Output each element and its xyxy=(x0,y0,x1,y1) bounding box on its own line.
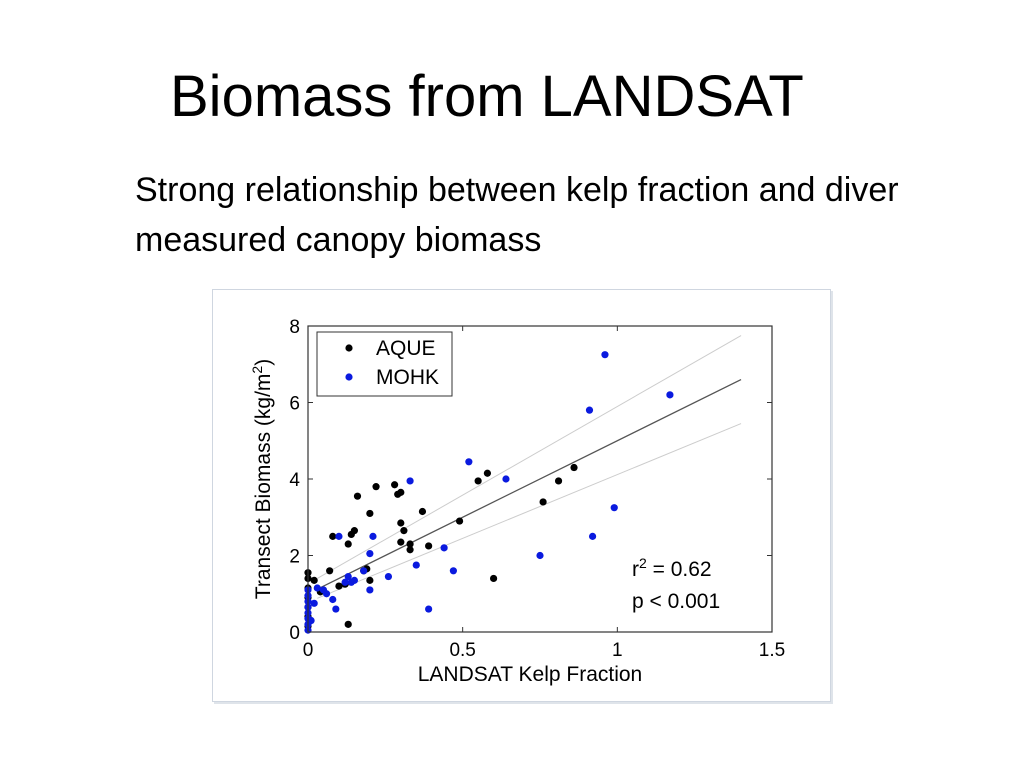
data-point-mohk xyxy=(350,576,358,584)
y-tick-label: 2 xyxy=(289,547,300,568)
data-point-aque xyxy=(397,519,405,527)
data-point-mohk xyxy=(412,561,420,569)
x-tick-label: 1 xyxy=(612,640,623,661)
x-tick-label: 0 xyxy=(303,640,314,661)
data-point-mohk xyxy=(332,605,340,613)
data-point-aque xyxy=(397,538,405,546)
data-point-aque xyxy=(418,507,427,516)
y-tick-label: 0 xyxy=(289,623,300,644)
data-point-aque xyxy=(406,540,414,548)
data-point-aque xyxy=(329,532,337,540)
data-point-aque xyxy=(554,477,563,485)
y-axis-label-sup: 2 xyxy=(249,366,265,374)
data-point-mohk xyxy=(502,475,510,483)
data-points xyxy=(304,351,674,634)
legend-marker-mohk xyxy=(345,373,353,381)
x-tick-label: 0.5 xyxy=(449,640,475,661)
axis-ticks: 0 0.5 1 1.5 0 2 4 6 8 xyxy=(289,317,785,661)
data-point-mohk xyxy=(341,578,349,586)
data-point-mohk xyxy=(366,549,374,558)
data-point-aque xyxy=(326,567,334,575)
y-tick-label: 4 xyxy=(289,470,300,491)
data-point-mohk xyxy=(610,504,618,512)
data-point-mohk xyxy=(313,584,321,592)
data-point-aque xyxy=(350,527,358,535)
y-axis-label-end: ) xyxy=(252,359,275,366)
upper-confidence-line xyxy=(317,335,742,579)
legend: AQUE MOHK xyxy=(316,331,453,397)
data-point-mohk xyxy=(322,590,331,598)
data-point-mohk xyxy=(666,391,674,399)
regression-line xyxy=(316,378,742,590)
data-point-mohk xyxy=(310,599,318,607)
data-point-mohk xyxy=(344,572,352,581)
data-point-aque xyxy=(397,488,405,496)
data-point-mohk xyxy=(585,406,594,414)
data-point-mohk xyxy=(329,595,337,604)
p-value-annotation: p < 0.001 xyxy=(632,590,720,613)
lower-confidence-line xyxy=(317,423,742,599)
slide-title: Biomass from LANDSAT xyxy=(170,64,804,129)
y-axis-label: Transect Biomass (kg/m2) xyxy=(249,359,275,599)
data-point-mohk xyxy=(335,532,343,540)
y-tick-label: 6 xyxy=(289,394,300,415)
slide-subtitle: Strong relationship between kelp fractio… xyxy=(135,171,899,259)
x-tick-label: 1.5 xyxy=(759,640,785,661)
data-point-aque xyxy=(425,542,433,550)
data-point-aque xyxy=(539,498,547,506)
data-point-aque xyxy=(490,574,498,583)
data-point-mohk xyxy=(588,532,597,540)
data-point-mohk xyxy=(601,351,609,359)
data-point-aque xyxy=(391,481,399,489)
data-point-mohk xyxy=(384,572,393,581)
fit-lines xyxy=(316,335,742,599)
data-point-mohk xyxy=(369,532,377,540)
data-point-mohk xyxy=(366,586,374,594)
data-point-mohk xyxy=(360,567,368,575)
data-point-aque xyxy=(366,576,374,584)
chart-frame: 0 0.5 1 1.5 0 2 4 6 8 AQUE MOHK r2 = 0.62 p < 0.… xyxy=(212,289,831,702)
data-point-aque xyxy=(570,463,578,472)
legend-label-mohk: MOHK xyxy=(376,366,439,389)
data-point-aque xyxy=(344,540,352,548)
data-point-aque xyxy=(483,469,492,477)
data-point-aque xyxy=(372,483,380,491)
data-point-aque xyxy=(474,477,482,485)
r-squared-prefix: r xyxy=(632,558,639,581)
data-point-aque xyxy=(406,546,414,554)
data-point-aque xyxy=(400,527,408,535)
data-point-mohk xyxy=(307,616,315,625)
data-point-aque xyxy=(335,582,343,590)
y-axis-label-main: Transect Biomass (kg/m xyxy=(252,374,275,600)
legend-box xyxy=(316,331,453,397)
data-point-mohk xyxy=(465,458,473,466)
legend-marker-aque xyxy=(345,344,353,352)
y-tick-label: 8 xyxy=(289,317,300,338)
data-point-mohk xyxy=(440,544,448,552)
data-point-mohk xyxy=(536,551,544,560)
r-squared-superscript: 2 xyxy=(639,555,647,571)
data-point-aque xyxy=(366,509,374,518)
data-point-mohk xyxy=(425,605,433,613)
legend-label-aque: AQUE xyxy=(376,337,436,360)
data-point-aque xyxy=(344,620,352,628)
data-point-aque xyxy=(455,517,464,525)
data-point-mohk xyxy=(449,567,457,575)
data-point-aque xyxy=(353,492,362,500)
x-axis-label: LANDSAT Kelp Fraction xyxy=(418,663,642,686)
data-point-aque xyxy=(310,576,318,584)
r-squared-value: = 0.62 xyxy=(647,558,712,581)
data-point-mohk xyxy=(406,477,414,485)
r-squared-annotation: r2 = 0.62 xyxy=(632,555,712,581)
